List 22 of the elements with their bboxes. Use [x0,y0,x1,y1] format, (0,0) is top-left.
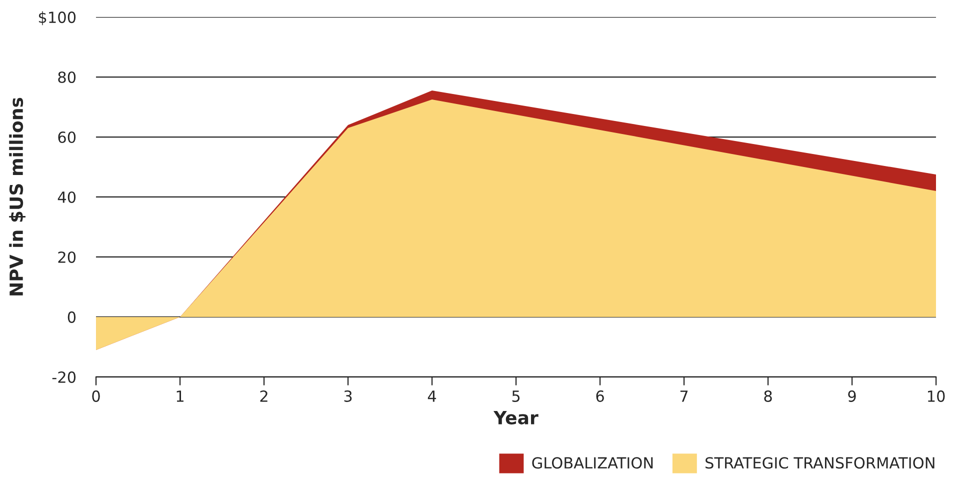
y-tick-label: 0 [68,311,76,323]
x-tick-label: 1 [176,390,184,402]
y-tick-label: 80 [58,71,76,84]
legend-label: STRATEGIC TRANSFORMATION [706,457,934,469]
x-tick-label: 5 [512,390,520,402]
x-tick-label: 3 [344,390,352,402]
y-axis-title: NPV in $US millions [9,98,26,296]
x-tick-label: 6 [596,390,604,402]
y-tick-label: $100 [38,11,76,26]
x-tick-label: 0 [92,390,100,402]
x-tick-label: 2 [260,390,268,402]
y-tick-label: 40 [58,191,76,204]
y-tick-label: -20 [52,371,76,383]
x-axis-title: Year [493,411,538,424]
x-tick-label: 8 [764,390,772,402]
x-tick-label: 7 [680,390,688,402]
y-tick-label: 60 [58,131,76,144]
legend-label: GLOBALIZATION [532,457,653,469]
x-tick-label: 10 [928,390,945,402]
x-tick-label: 9 [848,390,856,402]
y-tick-label: 20 [58,251,76,263]
x-tick-label: 4 [428,390,436,402]
